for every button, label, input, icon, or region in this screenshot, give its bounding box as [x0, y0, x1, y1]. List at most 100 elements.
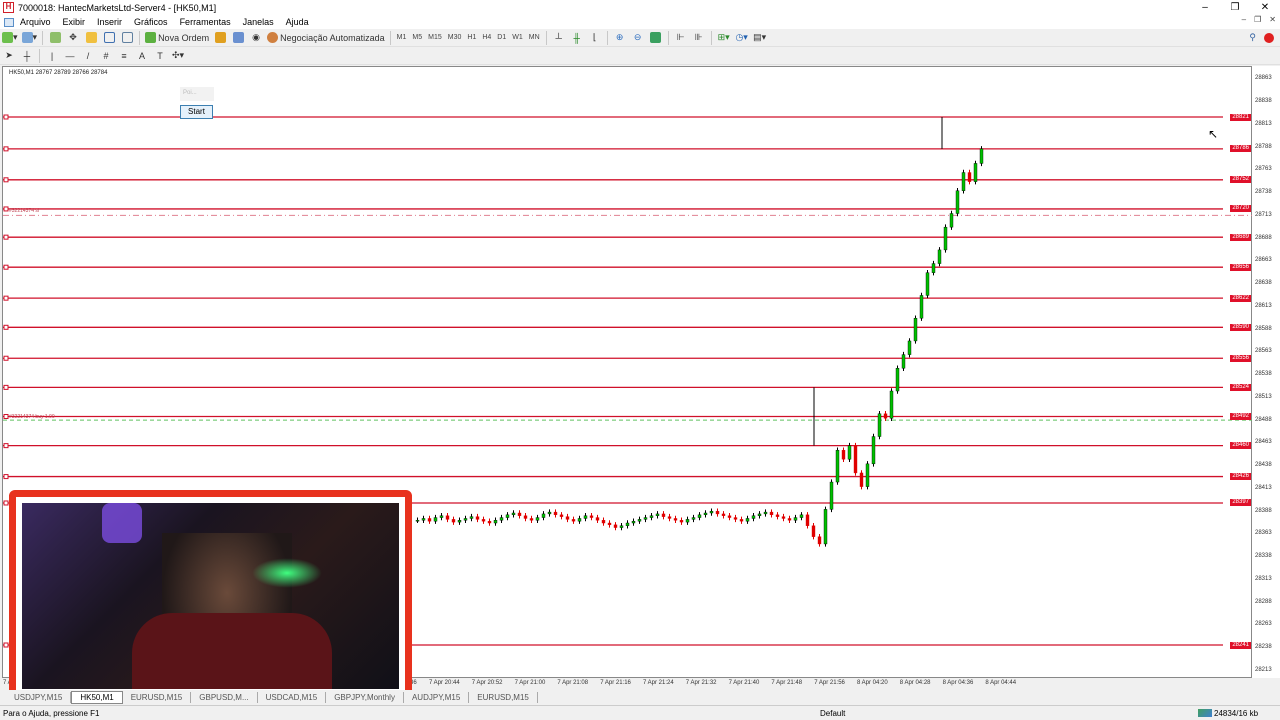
chart-tab[interactable]: EURUSD,M15	[469, 692, 538, 703]
navigator-icon[interactable]	[84, 31, 98, 45]
indicators-icon[interactable]: ⊞▾	[717, 32, 730, 42]
templates-icon[interactable]: ▤▾	[753, 32, 767, 42]
menu-1[interactable]: Exibir	[62, 17, 86, 27]
candle-body	[451, 519, 456, 523]
y-tick: 28263	[1255, 621, 1272, 628]
y-tick: 28588	[1255, 325, 1272, 332]
drawing-toolbar: ➤ ┼ | — / # ≡ A T ✣▾	[0, 47, 1280, 65]
chart-canvas[interactable]	[3, 67, 1253, 679]
mdi-minimize-icon[interactable]: –	[1241, 15, 1247, 24]
horizontal-line-icon[interactable]: —	[65, 50, 75, 61]
line-chart-icon[interactable]: ⌊	[592, 32, 597, 42]
app-menu-icon[interactable]	[4, 17, 14, 27]
chart-tab[interactable]: USDJPY,M15	[6, 692, 72, 703]
menu-5[interactable]: Janelas	[242, 17, 274, 27]
trendline-icon[interactable]: /	[86, 50, 90, 61]
signals-icon[interactable]: ◉	[252, 32, 261, 42]
minimize-button[interactable]: –	[1202, 2, 1208, 13]
text-label-icon[interactable]: T	[157, 50, 163, 61]
timeframe-MN[interactable]: MN	[528, 34, 540, 41]
crosshair-icon[interactable]: ┼	[23, 50, 31, 61]
auto-trading-button[interactable]: Negociação Automatizada	[267, 31, 385, 45]
mdi-close-icon[interactable]: ✕	[1269, 15, 1276, 24]
candlestick-icon[interactable]: ╫	[573, 32, 580, 43]
chart-tab[interactable]: HK50,M1	[71, 691, 123, 704]
candle-body	[625, 522, 630, 526]
text-icon[interactable]: A	[138, 50, 145, 61]
candle-body	[889, 390, 894, 419]
cursor-icon[interactable]: ➤	[5, 50, 13, 60]
auto-scroll-icon[interactable]: ⊩	[676, 32, 685, 42]
level-handle	[3, 177, 9, 183]
menu-3[interactable]: Gráficos	[134, 17, 168, 27]
level-price-label: 28241	[1230, 641, 1251, 649]
candle-body	[781, 516, 786, 519]
start-button[interactable]: Start	[180, 105, 213, 119]
menu-6[interactable]: Ajuda	[285, 17, 309, 27]
close-button[interactable]: ✕	[1260, 2, 1270, 13]
timeframe-M5[interactable]: M5	[412, 34, 423, 41]
y-tick: 28213	[1255, 666, 1272, 673]
search-icon[interactable]: ⚲	[1249, 32, 1256, 42]
traffic-text: 24834/16 kb	[1214, 708, 1259, 718]
chart-tab[interactable]: GBPJPY,Monthly	[326, 692, 404, 703]
strategy-tester-icon[interactable]	[120, 31, 134, 45]
tile-windows-icon[interactable]	[649, 31, 663, 45]
mdi-restore-icon[interactable]: ❐	[1254, 15, 1262, 24]
level-handle	[3, 500, 9, 506]
candle-body	[871, 436, 876, 465]
candle-body	[739, 519, 744, 522]
price-axis: 28863 28838 28813 28788 28763 28738 28713 28688…	[1252, 66, 1280, 678]
menu-2[interactable]: Inserir	[97, 17, 123, 27]
candle-body	[685, 519, 690, 523]
timeframe-H1[interactable]: H1	[467, 34, 477, 41]
level-price-label: 28556	[1230, 354, 1251, 362]
timeframe-M1[interactable]: M1	[396, 34, 407, 41]
shapes-icon[interactable]: ✣▾	[171, 50, 185, 60]
chart-tab[interactable]: AUDJPY,M15	[404, 692, 470, 703]
market-watch-icon[interactable]	[48, 31, 62, 45]
chart-tab[interactable]: GBPUSD,M...	[191, 692, 258, 703]
timeframe-D1[interactable]: D1	[497, 34, 507, 41]
chart-tab[interactable]: EURUSD,M15	[123, 692, 192, 703]
metaeditor-icon[interactable]	[213, 31, 227, 45]
zoom-in-icon[interactable]: ⊕	[615, 32, 624, 42]
y-tick: 28563	[1255, 348, 1272, 355]
terminal-icon[interactable]	[102, 31, 116, 45]
timeframe-M15[interactable]: M15	[428, 34, 442, 41]
timeframe-W1[interactable]: W1	[512, 34, 523, 41]
menu-bar: Arquivo Exibir Inserir Gráficos Ferramentas J…	[0, 15, 1280, 29]
profiles-icon[interactable]: ▾	[21, 31, 37, 45]
new-order-button[interactable]: Nova Ordem	[145, 31, 209, 45]
candle-body	[721, 513, 726, 516]
data-window-icon[interactable]: ✥	[69, 32, 77, 42]
fibonacci-icon[interactable]: ≡	[121, 50, 127, 61]
x-tick: 7 Apr 20:44	[429, 680, 460, 686]
timeframe-M30[interactable]: M30	[447, 34, 462, 41]
timeframe-H4[interactable]: H4	[482, 34, 492, 41]
new-chart-icon[interactable]: ▾	[2, 31, 18, 45]
restore-button[interactable]: ❐	[1230, 2, 1240, 13]
bar-chart-icon[interactable]: ┴	[555, 32, 562, 43]
candle-body	[829, 481, 834, 510]
alert-icon[interactable]	[1264, 32, 1274, 43]
vertical-line-icon[interactable]: |	[50, 50, 54, 61]
menu-4[interactable]: Ferramentas	[179, 17, 231, 27]
candle-body	[475, 516, 480, 520]
candle-body	[565, 516, 570, 520]
candle-body	[583, 515, 588, 519]
channel-icon[interactable]: #	[103, 50, 109, 61]
y-tick: 28338	[1255, 553, 1272, 560]
candle-body	[649, 515, 654, 518]
chart-shift-icon[interactable]: ⊪	[694, 32, 703, 42]
candle-body	[421, 518, 426, 521]
connection-icon	[1198, 709, 1212, 717]
chart-tab[interactable]: USDCAD,M15	[258, 692, 327, 703]
level-price-label: 28656	[1230, 263, 1251, 271]
menu-0[interactable]: Arquivo	[20, 17, 51, 27]
periods-icon[interactable]: ◷▾	[735, 32, 748, 42]
y-tick: 28788	[1255, 143, 1272, 150]
users-icon[interactable]	[231, 31, 245, 45]
webcam-overlay	[9, 490, 412, 702]
zoom-out-icon[interactable]: ⊖	[633, 32, 642, 42]
